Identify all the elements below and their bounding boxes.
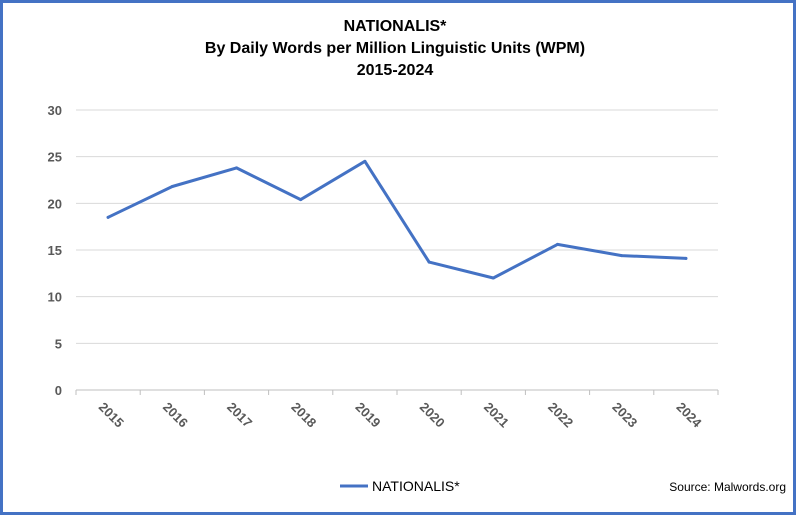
y-tick-label: 30	[48, 103, 62, 118]
data-point	[556, 242, 559, 246]
data-point	[299, 198, 303, 202]
source-note: Source: Malwords.org	[669, 480, 786, 494]
y-tick-label: 25	[48, 150, 62, 165]
data-point	[235, 166, 238, 170]
x-tick-label: 2019	[353, 399, 384, 430]
x-tick-label: 2022	[545, 399, 576, 430]
x-tick-label: 2020	[417, 399, 448, 430]
data-point	[620, 254, 624, 258]
chart-title-line-1: NATIONALIS*	[343, 18, 447, 35]
y-tick-label: 20	[48, 196, 62, 211]
legend-label: NATIONALIS*	[372, 478, 460, 494]
y-axis-tick-labels: 0 5 10 15 20 25 30	[48, 103, 62, 398]
y-tick-label: 0	[55, 383, 62, 398]
chart-title-line-3: 2015-2024	[356, 62, 434, 79]
series-group	[106, 159, 688, 280]
gridlines	[75, 109, 719, 395]
data-point	[363, 159, 367, 163]
x-tick-label: 2017	[224, 399, 255, 430]
series-line	[106, 159, 688, 280]
y-tick-label: 15	[48, 243, 62, 258]
x-tick-label: 2016	[160, 399, 191, 430]
x-axis-tick-labels: 2015 2016 2017 2018 2019 2020 2021 2022 2023 2024	[96, 399, 705, 431]
x-tick-label: 2015	[96, 399, 127, 430]
y-tick-label: 5	[55, 336, 62, 351]
data-point	[170, 185, 174, 189]
legend: NATIONALIS*	[340, 478, 460, 494]
x-tick-label: 2021	[481, 399, 512, 430]
chart-title: NATIONALIS* By Daily Words per Million L…	[0, 16, 790, 82]
data-point	[427, 260, 431, 264]
x-tick-label: 2023	[609, 399, 640, 430]
data-point	[491, 276, 495, 280]
data-point	[684, 256, 688, 260]
data-point	[106, 215, 110, 219]
y-tick-label: 10	[48, 290, 62, 305]
chart-title-line-2: By Daily Words per Million Linguistic Un…	[204, 40, 586, 57]
x-tick-label: 2018	[288, 399, 319, 430]
x-tick-label: 2024	[674, 399, 706, 431]
